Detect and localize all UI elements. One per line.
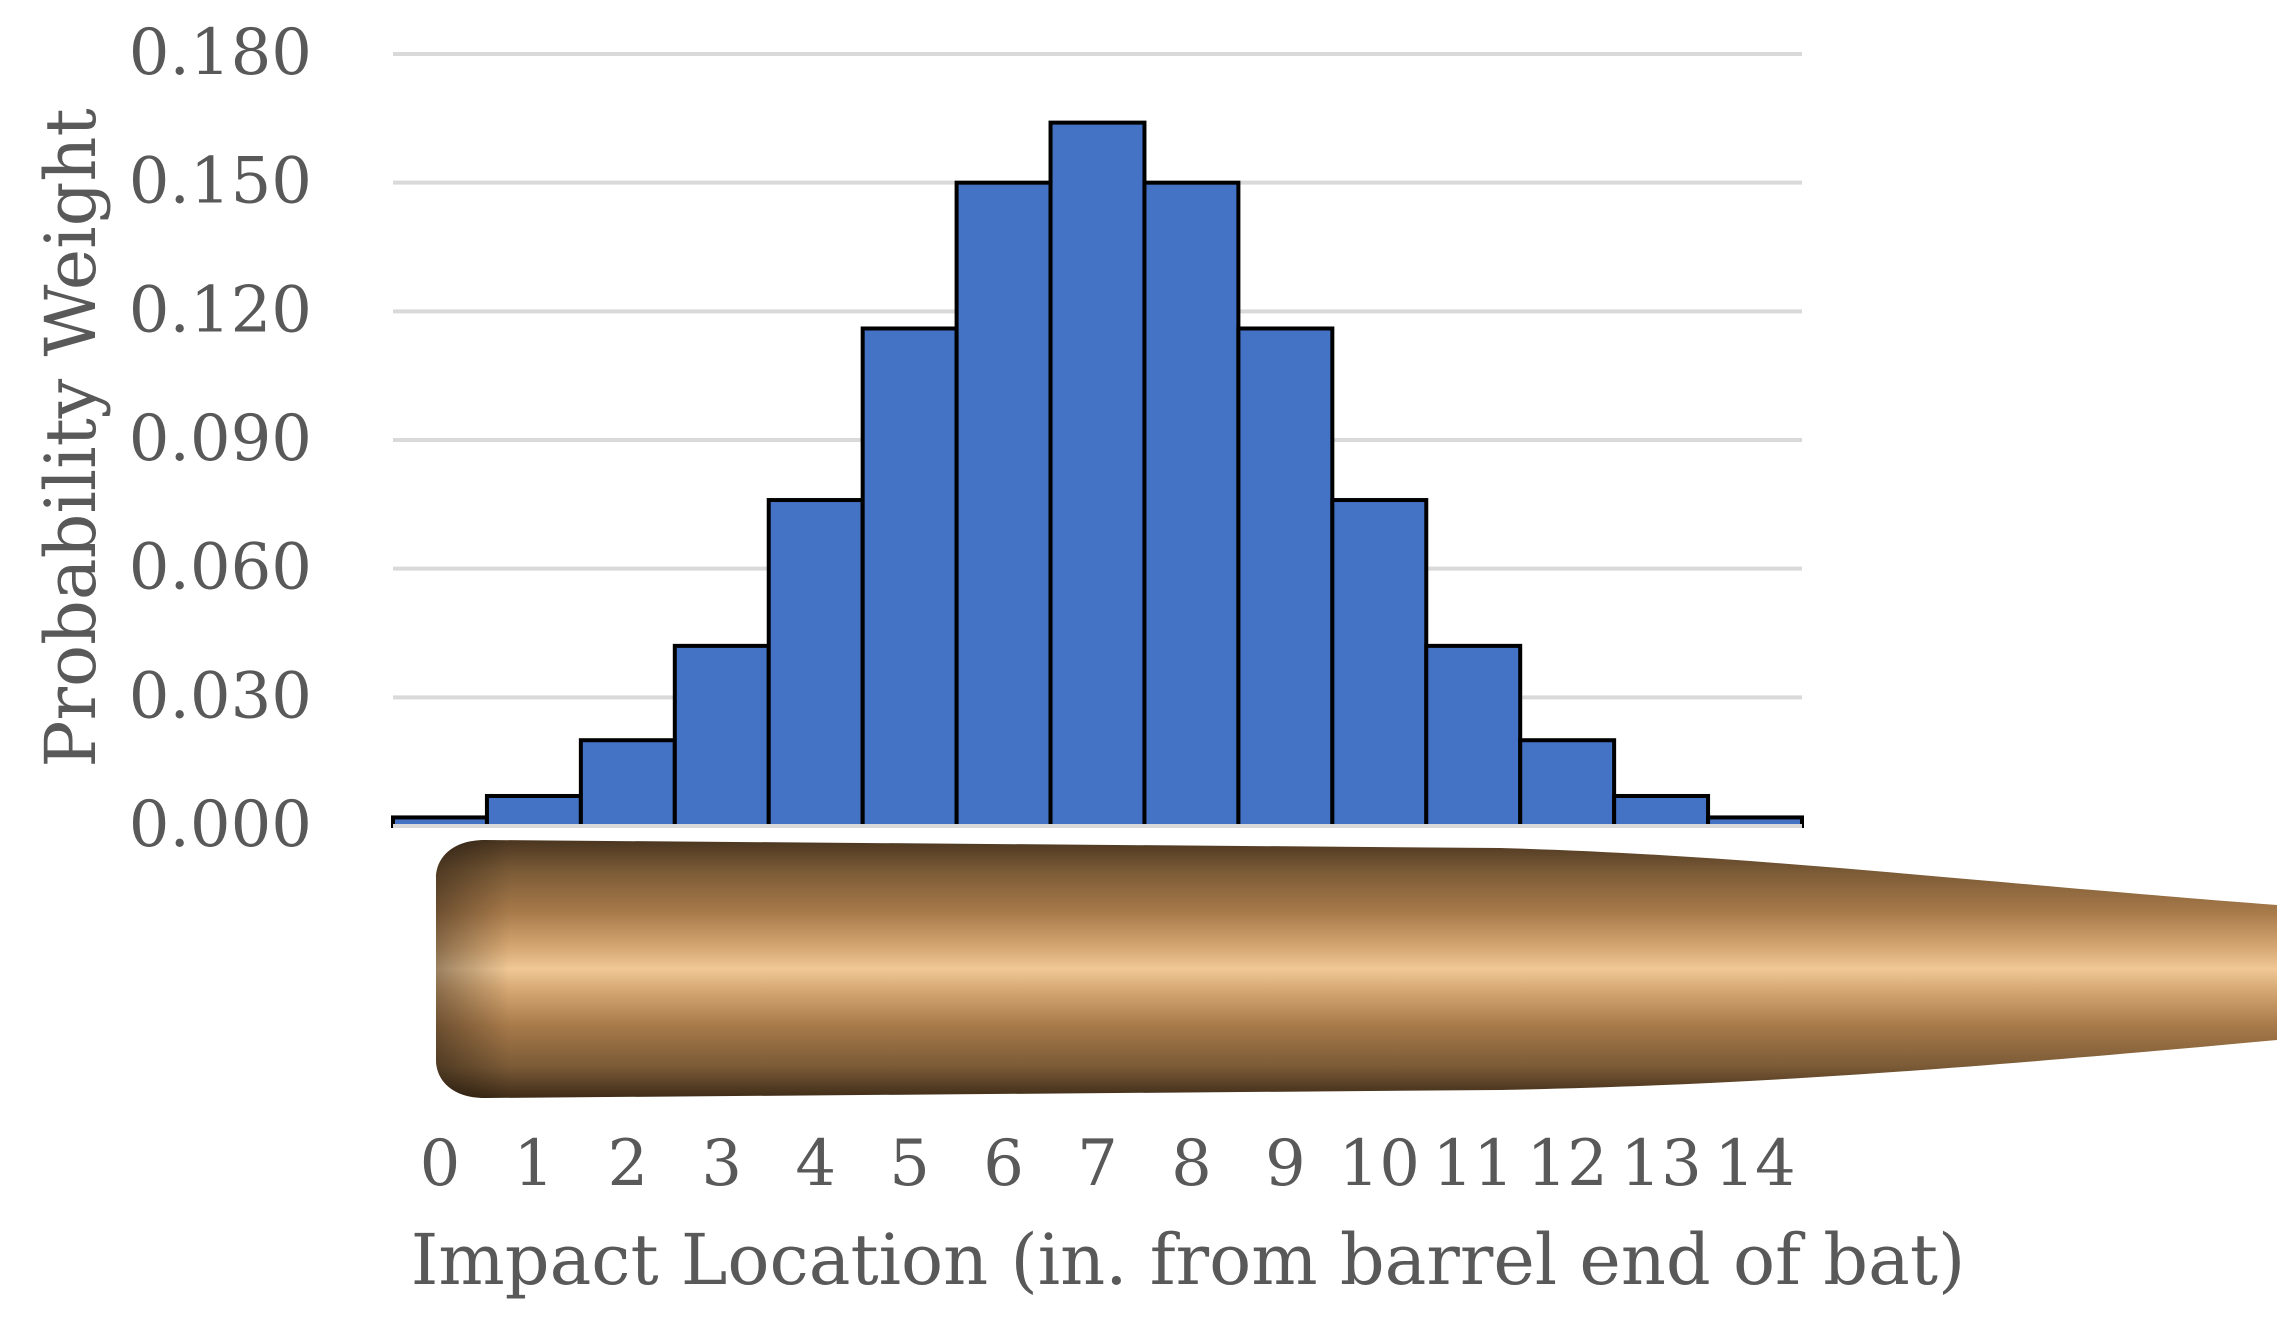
bars <box>391 120 1804 829</box>
x-tick-label: 2 <box>607 1127 648 1201</box>
x-tick-label: 3 <box>701 1127 742 1201</box>
x-tick-label: 7 <box>1077 1127 1118 1201</box>
x-axis-ticks: 0 1 2 3 4 5 6 7 8 9 10 11 12 13 14 <box>420 1127 1796 1201</box>
bar <box>1612 793 1711 829</box>
x-tick-label: 11 <box>1433 1127 1514 1201</box>
baseball-bat-illustration <box>436 840 2277 1098</box>
bar <box>1236 326 1335 828</box>
y-axis-title: Probability Weight <box>30 108 112 767</box>
y-axis-ticks: 0.000 0.030 0.060 0.090 0.120 0.150 0.180 <box>129 16 312 862</box>
x-tick-label: 0 <box>420 1127 461 1201</box>
bar <box>578 738 677 829</box>
bar <box>860 326 959 828</box>
x-tick-label: 1 <box>514 1127 555 1201</box>
x-axis-title: Impact Location (in. from barrel end of … <box>411 1219 1966 1301</box>
y-tick-label: 0.120 <box>129 273 312 347</box>
x-tick-label: 12 <box>1526 1127 1607 1201</box>
x-tick-label: 5 <box>889 1127 930 1201</box>
bar <box>484 793 583 829</box>
x-tick-label: 8 <box>1171 1127 1212 1201</box>
y-tick-label: 0.000 <box>129 788 312 862</box>
x-tick-label: 13 <box>1620 1127 1701 1201</box>
x-tick-label: 14 <box>1714 1127 1795 1201</box>
bar <box>1330 498 1429 828</box>
y-tick-label: 0.060 <box>129 531 312 605</box>
bar <box>1518 738 1617 829</box>
bar <box>1424 643 1523 828</box>
bar <box>1142 180 1241 828</box>
y-tick-label: 0.150 <box>129 145 312 219</box>
x-tick-label: 10 <box>1339 1127 1420 1201</box>
y-tick-label: 0.180 <box>129 16 312 90</box>
y-tick-label: 0.090 <box>129 402 312 476</box>
x-tick-label: 6 <box>983 1127 1024 1201</box>
bat-barrel-end-shade <box>436 840 2277 1098</box>
y-tick-label: 0.030 <box>129 659 312 733</box>
x-tick-label: 9 <box>1265 1127 1306 1201</box>
x-tick-label: 4 <box>795 1127 836 1201</box>
bar <box>672 643 771 828</box>
bar <box>766 498 865 828</box>
bar <box>1048 120 1147 829</box>
bar <box>954 180 1053 828</box>
